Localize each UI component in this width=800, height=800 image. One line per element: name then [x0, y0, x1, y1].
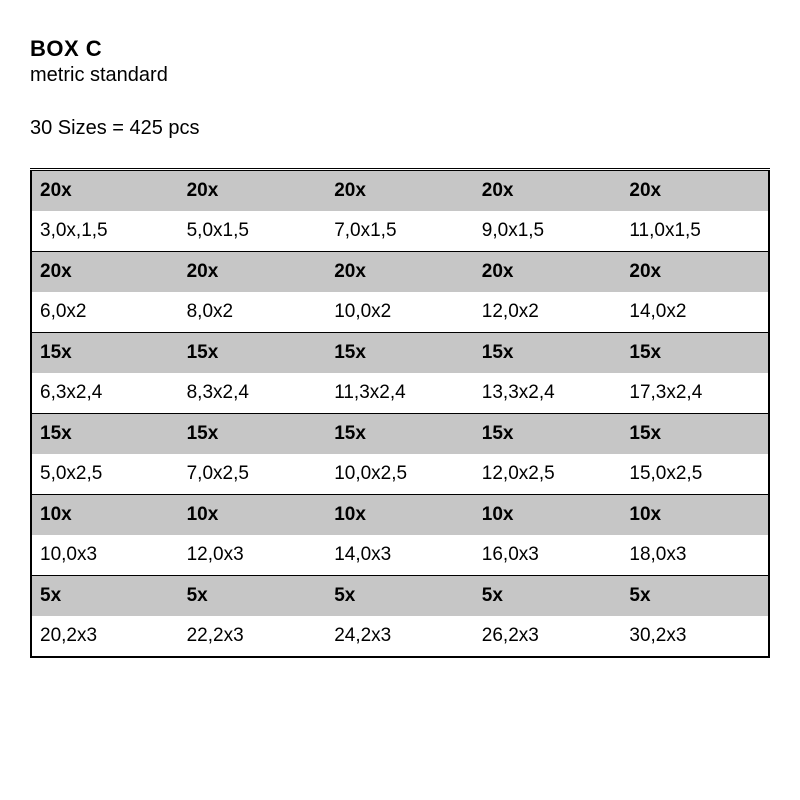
size-cell: 16,0x3: [474, 535, 622, 576]
size-cell: 14,0x3: [326, 535, 474, 576]
size-cell: 8,3x2,4: [179, 373, 327, 414]
size-cell: 10,0x3: [31, 535, 179, 576]
qty-cell: 20x: [474, 170, 622, 212]
qty-cell: 5x: [179, 576, 327, 617]
table-row: 6,0x28,0x210,0x212,0x214,0x2: [31, 292, 769, 333]
table-row: 5,0x2,57,0x2,510,0x2,512,0x2,515,0x2,5: [31, 454, 769, 495]
size-cell: 12,0x2: [474, 292, 622, 333]
qty-cell: 15x: [326, 414, 474, 455]
size-cell: 6,3x2,4: [31, 373, 179, 414]
qty-cell: 20x: [326, 252, 474, 293]
size-cell: 26,2x3: [474, 616, 622, 657]
size-cell: 3,0x,1,5: [31, 211, 179, 252]
qty-cell: 15x: [179, 414, 327, 455]
size-cell: 15,0x2,5: [621, 454, 769, 495]
size-cell: 10,0x2,5: [326, 454, 474, 495]
qty-cell: 20x: [474, 252, 622, 293]
table-row: 6,3x2,48,3x2,411,3x2,413,3x2,417,3x2,4: [31, 373, 769, 414]
qty-cell: 20x: [31, 170, 179, 212]
size-cell: 10,0x2: [326, 292, 474, 333]
table-row: 20x20x20x20x20x: [31, 252, 769, 293]
qty-cell: 10x: [474, 495, 622, 536]
size-cell: 5,0x2,5: [31, 454, 179, 495]
table-row: 15x15x15x15x15x: [31, 333, 769, 374]
table-row: 10,0x312,0x314,0x316,0x318,0x3: [31, 535, 769, 576]
size-cell: 11,3x2,4: [326, 373, 474, 414]
size-cell: 11,0x1,5: [621, 211, 769, 252]
sizes-table: 20x20x20x20x20x3,0x,1,55,0x1,57,0x1,59,0…: [30, 168, 770, 658]
qty-cell: 15x: [474, 414, 622, 455]
qty-cell: 15x: [326, 333, 474, 374]
qty-cell: 10x: [621, 495, 769, 536]
table-row: 5x5x5x5x5x: [31, 576, 769, 617]
box-title: BOX C: [30, 36, 770, 62]
qty-cell: 10x: [326, 495, 474, 536]
qty-cell: 20x: [179, 252, 327, 293]
size-cell: 8,0x2: [179, 292, 327, 333]
size-cell: 18,0x3: [621, 535, 769, 576]
qty-cell: 5x: [326, 576, 474, 617]
size-cell: 20,2x3: [31, 616, 179, 657]
qty-cell: 10x: [31, 495, 179, 536]
table-row: 15x15x15x15x15x: [31, 414, 769, 455]
box-subtitle: metric standard: [30, 64, 770, 87]
size-cell: 7,0x2,5: [179, 454, 327, 495]
sizes-table-body: 20x20x20x20x20x3,0x,1,55,0x1,57,0x1,59,0…: [31, 170, 769, 658]
size-cell: 7,0x1,5: [326, 211, 474, 252]
size-cell: 13,3x2,4: [474, 373, 622, 414]
size-cell: 6,0x2: [31, 292, 179, 333]
qty-cell: 20x: [326, 170, 474, 212]
size-cell: 14,0x2: [621, 292, 769, 333]
qty-cell: 15x: [31, 414, 179, 455]
size-cell: 12,0x2,5: [474, 454, 622, 495]
qty-cell: 5x: [621, 576, 769, 617]
qty-cell: 20x: [621, 170, 769, 212]
qty-cell: 15x: [621, 333, 769, 374]
size-cell: 9,0x1,5: [474, 211, 622, 252]
table-row: 20,2x322,2x324,2x326,2x330,2x3: [31, 616, 769, 657]
qty-cell: 15x: [31, 333, 179, 374]
qty-cell: 15x: [621, 414, 769, 455]
qty-cell: 10x: [179, 495, 327, 536]
size-cell: 5,0x1,5: [179, 211, 327, 252]
qty-cell: 5x: [31, 576, 179, 617]
qty-cell: 20x: [31, 252, 179, 293]
table-row: 20x20x20x20x20x: [31, 170, 769, 212]
size-cell: 12,0x3: [179, 535, 327, 576]
size-cell: 30,2x3: [621, 616, 769, 657]
table-row: 3,0x,1,55,0x1,57,0x1,59,0x1,511,0x1,5: [31, 211, 769, 252]
qty-cell: 15x: [179, 333, 327, 374]
qty-cell: 20x: [621, 252, 769, 293]
qty-cell: 5x: [474, 576, 622, 617]
size-cell: 17,3x2,4: [621, 373, 769, 414]
size-cell: 22,2x3: [179, 616, 327, 657]
qty-cell: 15x: [474, 333, 622, 374]
table-row: 10x10x10x10x10x: [31, 495, 769, 536]
box-summary: 30 Sizes = 425 pcs: [30, 117, 770, 140]
qty-cell: 20x: [179, 170, 327, 212]
size-cell: 24,2x3: [326, 616, 474, 657]
